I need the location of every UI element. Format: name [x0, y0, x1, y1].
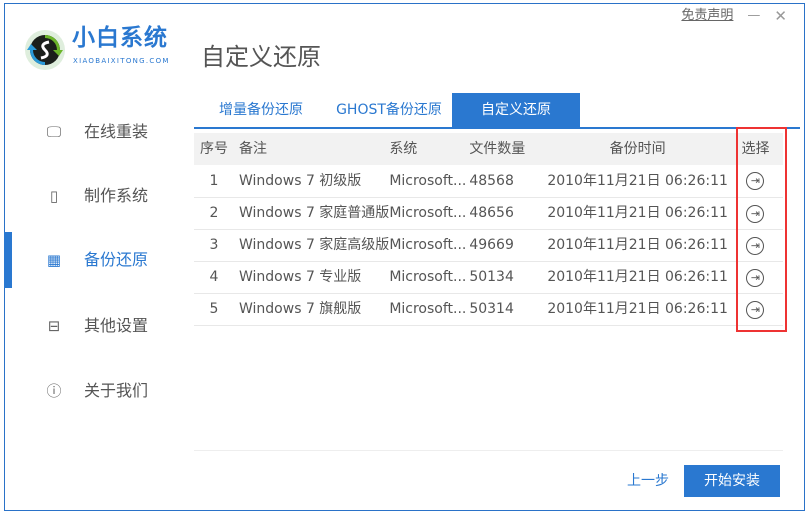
row-file-count: 48656 — [469, 197, 548, 230]
row-note: Windows 7 家庭高级版 — [234, 229, 390, 262]
row-system: Microsoft... — [389, 197, 470, 230]
row-index: 2 — [194, 197, 234, 230]
sidebar-item-about-us[interactable]: ⓘ 关于我们 — [4, 363, 194, 419]
restore-select-icon[interactable]: ⇥ — [746, 172, 765, 191]
table-row[interactable]: 5 Windows 7 旗舰版 Microsoft... 50314 2010年11月2… — [194, 293, 783, 326]
col-backup-time: 备份时间 — [547, 133, 728, 165]
restore-select-icon[interactable]: ⇥ — [746, 236, 765, 255]
col-system: 系统 — [389, 133, 470, 165]
row-file-count: 49669 — [469, 229, 548, 262]
row-system: Microsoft... — [389, 293, 470, 326]
col-index: 序号 — [194, 133, 234, 165]
row-file-count: 48568 — [469, 165, 548, 198]
table-row[interactable]: 2 Windows 7 家庭普通版 Microsoft... 48656 2010年11… — [194, 197, 783, 230]
app-logo-url: XIAOBAIXITONG.COM — [73, 57, 170, 65]
row-note: Windows 7 初级版 — [234, 165, 390, 198]
row-index: 3 — [194, 229, 234, 262]
col-note: 备注 — [234, 133, 390, 165]
sidebar-item-label: 其他设置 — [84, 316, 149, 335]
row-index: 1 — [194, 165, 234, 198]
row-system: Microsoft... — [389, 229, 470, 262]
sidebar-item-label: 备份还原 — [84, 250, 149, 269]
table-row[interactable]: 3 Windows 7 家庭高级版 Microsoft... 49669 2010年11… — [194, 229, 783, 262]
col-file-count: 文件数量 — [469, 133, 548, 165]
tab-bar: 增量备份还原 GHOST备份还原 自定义还原 — [194, 93, 800, 129]
table-row[interactable]: 1 Windows 7 初级版 Microsoft... 48568 2010年11月2… — [194, 165, 783, 198]
sidebar-item-label: 在线重装 — [84, 122, 149, 141]
restore-select-icon[interactable]: ⇥ — [746, 300, 765, 319]
row-file-count: 50134 — [469, 261, 548, 294]
restore-select-icon[interactable]: ⇥ — [746, 204, 765, 223]
info-icon: ⓘ — [46, 382, 62, 400]
restore-select-icon[interactable]: ⇥ — [746, 268, 765, 287]
row-index: 5 — [194, 293, 234, 326]
row-note: Windows 7 旗舰版 — [234, 293, 390, 326]
title-bar-controls: 免责声明 — ✕ — [681, 8, 787, 24]
app-logo-name: 小白系统 — [72, 25, 168, 51]
back-button[interactable]: 上一步 — [627, 473, 669, 489]
monitor-icon: 🖵 — [46, 123, 62, 141]
close-button[interactable]: ✕ — [774, 7, 787, 25]
sidebar-item-label: 关于我们 — [84, 381, 149, 400]
sidebar-item-backup-restore[interactable]: ▦ 备份还原 — [4, 232, 194, 288]
row-backup-time: 2010年11月21日 06:26:11 — [547, 229, 728, 262]
divider — [194, 450, 783, 451]
start-install-button[interactable]: 开始安装 — [684, 465, 780, 497]
tab-incremental-restore[interactable]: 增量备份还原 — [219, 102, 303, 118]
tab-ghost-restore[interactable]: GHOST备份还原 — [336, 102, 442, 118]
row-note: Windows 7 家庭普通版 — [234, 197, 390, 230]
sidebar-item-other-settings[interactable]: ⊟ 其他设置 — [4, 298, 194, 354]
grid-icon: ▦ — [46, 251, 62, 269]
page-title: 自定义还原 — [201, 43, 321, 71]
row-backup-time: 2010年11月21日 06:26:11 — [547, 293, 728, 326]
table-row[interactable]: 4 Windows 7 专业版 Microsoft... 50134 2010年11月2… — [194, 261, 783, 294]
sidebar-item-online-install[interactable]: 🖵 在线重装 — [4, 104, 194, 160]
row-backup-time: 2010年11月21日 06:26:11 — [547, 197, 728, 230]
row-backup-time: 2010年11月21日 06:26:11 — [547, 165, 728, 198]
logo-icon — [25, 30, 65, 70]
row-system: Microsoft... — [389, 165, 470, 198]
row-note: Windows 7 专业版 — [234, 261, 390, 294]
row-system: Microsoft... — [389, 261, 470, 294]
sidebar-item-label: 制作系统 — [84, 186, 149, 205]
sidebar-item-make-system[interactable]: ▯ 制作系统 — [4, 168, 194, 224]
toolbox-icon: ⊟ — [47, 317, 61, 335]
row-backup-time: 2010年11月21日 06:26:11 — [547, 261, 728, 294]
row-file-count: 50314 — [469, 293, 548, 326]
backup-table: 序号 备注 系统 文件数量 备份时间 选择 1 Windows 7 初级版 Micr… — [194, 133, 783, 326]
tab-custom-restore[interactable]: 自定义还原 — [452, 93, 580, 127]
minimize-button[interactable]: — — [747, 8, 761, 23]
usb-icon: ▯ — [49, 187, 59, 205]
select-column-highlight — [736, 127, 787, 332]
disclaimer-link[interactable]: 免责声明 — [681, 8, 734, 23]
row-index: 4 — [194, 261, 234, 294]
